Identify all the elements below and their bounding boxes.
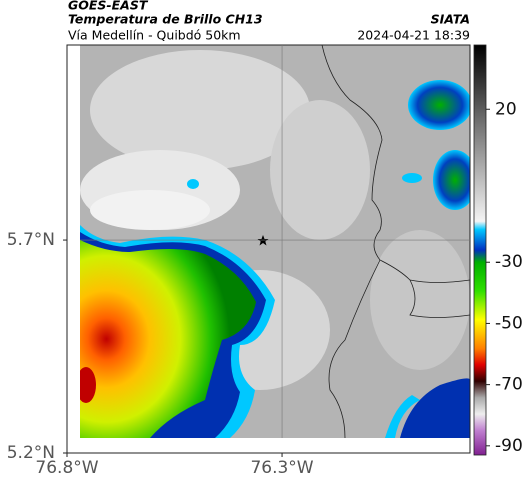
colorbar-tick-label: -70 xyxy=(495,375,523,395)
datetime: 2024-04-21 18:39 xyxy=(357,28,470,43)
colorbar-tick-label: -50 xyxy=(495,313,523,333)
title: Temperatura de Brillo CH13 xyxy=(68,12,263,27)
ticks: 76.8°W 76.3°W 5.7°N 5.2°N 20 -30 -50 -70 -90 xyxy=(7,45,523,478)
source: GOES-EAST xyxy=(68,0,149,13)
colorbar xyxy=(473,44,487,456)
map-frame xyxy=(66,44,471,454)
subtitle: Vía Medellín - Quibdó 50km xyxy=(68,28,241,43)
satellite-image xyxy=(80,45,470,438)
org: SIATA xyxy=(431,12,470,27)
colorbar-tick-label: 20 xyxy=(495,99,517,119)
y-tick-label: 5.7°N xyxy=(7,230,55,250)
x-tick-label: 76.3°W xyxy=(250,458,313,478)
colorbar-tick-label: -30 xyxy=(495,252,523,272)
x-tick-label: 76.8°W xyxy=(35,458,98,478)
y-tick-label: 5.2°N xyxy=(7,443,55,463)
colorbar-tick-label: -90 xyxy=(495,436,523,456)
